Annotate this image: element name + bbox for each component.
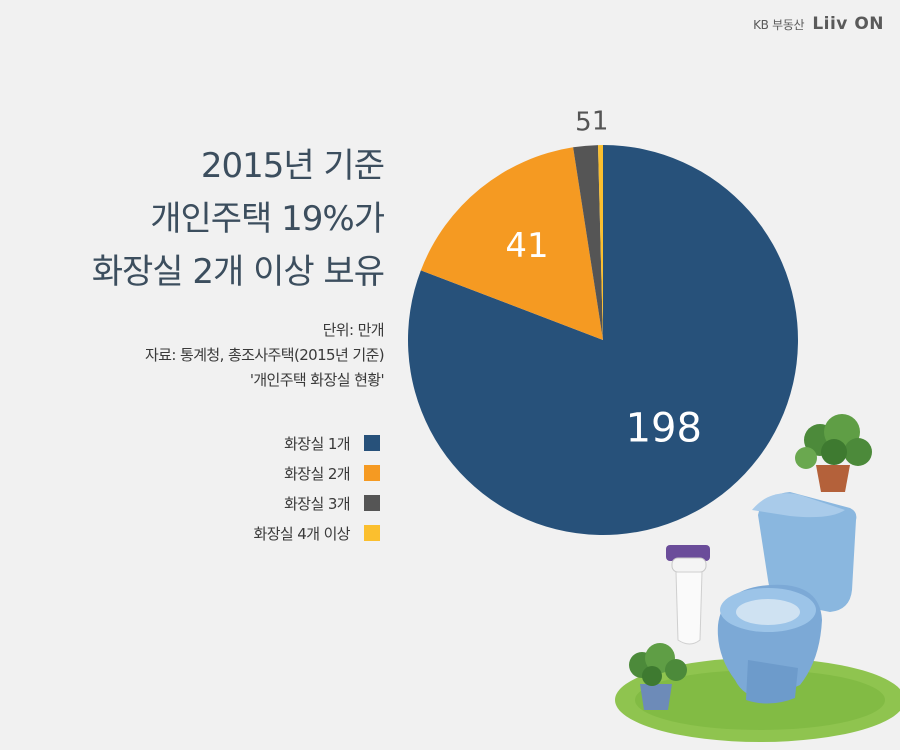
potted-plant-top: [795, 414, 872, 492]
legend-swatch: [364, 495, 380, 511]
pie-slice: [597, 145, 603, 340]
pie-data-label: 41: [505, 226, 548, 266]
brand-liiv-logo: Liiv ON: [812, 14, 884, 34]
source-line-1: 자료: 통계청, 총조사주택(2015년 기준): [144, 346, 385, 364]
legend-item: 화장실 1개: [254, 428, 380, 458]
title-line-1: 2015년 기준: [200, 146, 385, 186]
brand-logo: KB 부동산 Liiv ON: [753, 14, 884, 34]
legend-label: 화장실 3개: [284, 494, 351, 513]
legend-item: 화장실 2개: [254, 458, 380, 488]
pie-data-label: 1: [592, 107, 609, 137]
legend-item: 화장실 3개: [254, 488, 380, 518]
brand-logo-main: Liiv: [812, 14, 848, 34]
chart-title: 2015년 기준 개인주택 19%가 화장실 2개 이상 보유: [91, 140, 385, 299]
pie-slice: [573, 145, 603, 340]
legend-label: 화장실 4개 이상: [253, 524, 351, 543]
toilet-paper: [666, 545, 710, 645]
title-line-2: 개인주택 19%가: [150, 199, 385, 239]
legend-swatch: [364, 465, 380, 481]
source-line-2: '개인주택 화장실 현황': [249, 371, 385, 389]
legend-item: 화장실 4개 이상: [254, 518, 380, 548]
legend-label: 화장실 1개: [284, 434, 351, 453]
brand-company: KB 부동산: [753, 17, 805, 32]
legend-label: 화장실 2개: [284, 464, 351, 483]
pie-slice: [420, 147, 603, 340]
chart-meta: 단위: 만개 자료: 통계청, 총조사주택(2015년 기준) '개인주택 화장…: [144, 318, 385, 393]
legend-swatch: [364, 525, 380, 541]
unit-label: 단위: 만개: [322, 321, 385, 339]
pie-data-label: 5: [575, 107, 592, 137]
brand-logo-sub: ON: [854, 14, 884, 34]
legend-swatch: [364, 435, 380, 451]
title-line-3: 화장실 2개 이상 보유: [91, 252, 385, 292]
pie-data-label: 198: [626, 405, 702, 451]
toilet: [717, 492, 857, 704]
potted-plant-bottom: [629, 643, 687, 710]
